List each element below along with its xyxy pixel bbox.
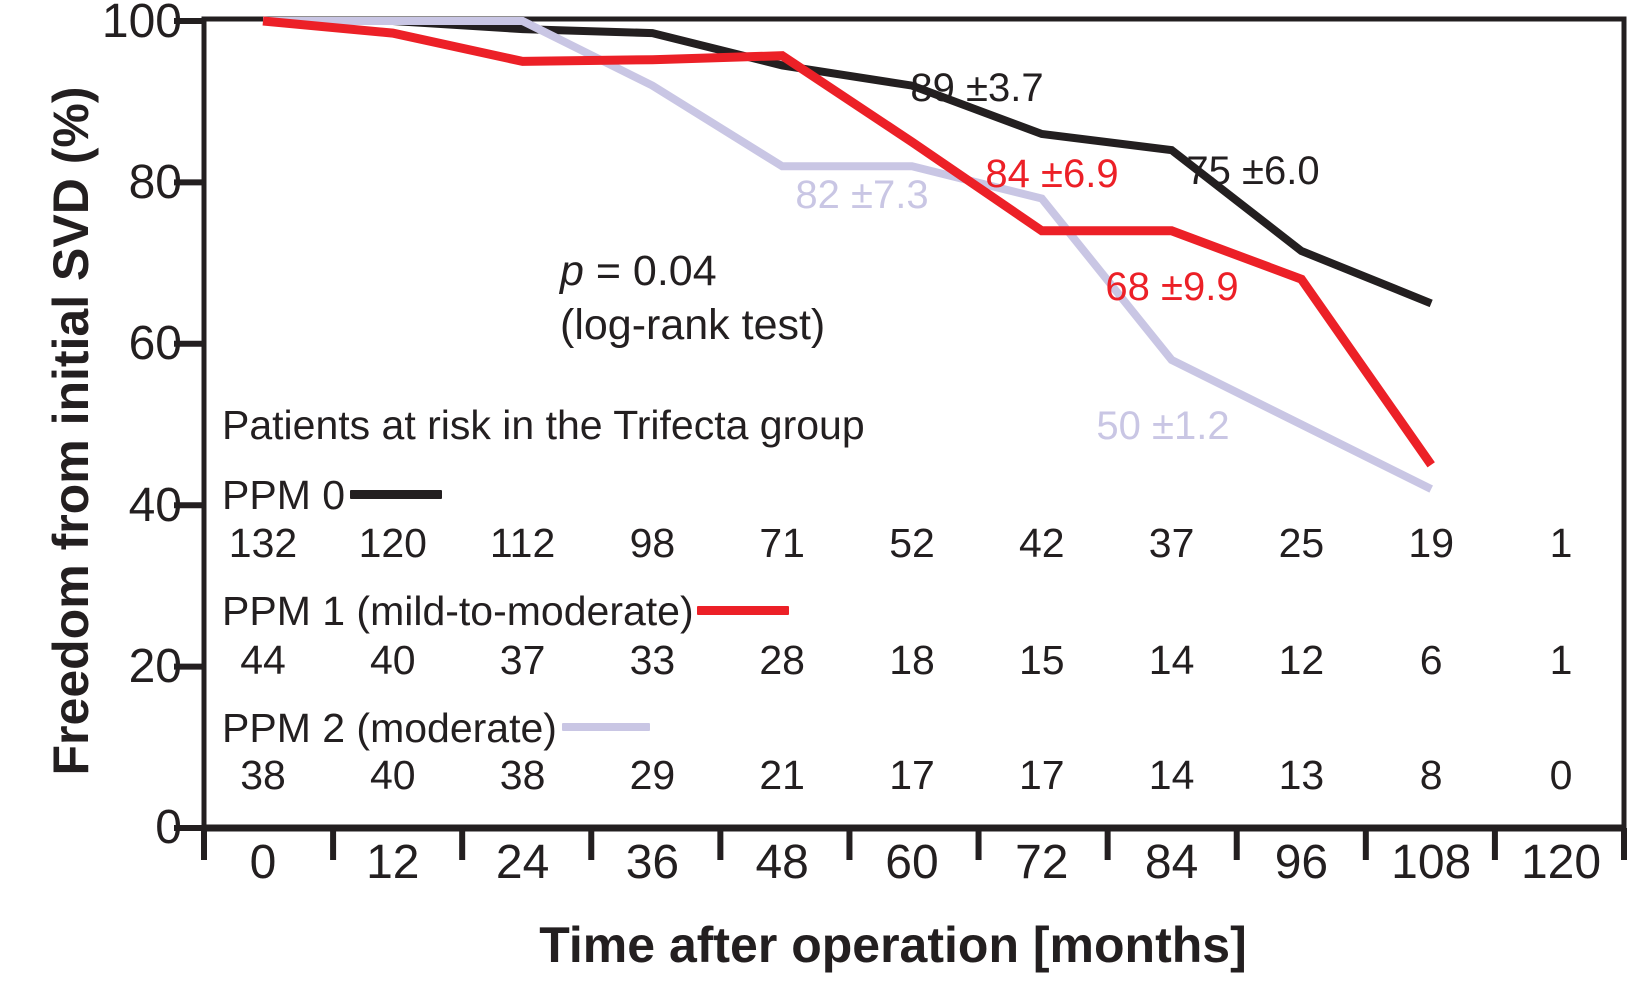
p-value-text: p = 0.04 <box>560 244 825 298</box>
x-tick-label-60: 60 <box>885 836 939 889</box>
x-tick-label-72: 72 <box>1015 836 1069 889</box>
at-risk-count: 1 <box>1549 520 1573 566</box>
at-risk-count: 1 <box>1549 637 1573 683</box>
x-tick-label-96: 96 <box>1274 836 1329 889</box>
at-risk-count: 132 <box>228 520 298 566</box>
x-tick-label-48: 48 <box>755 836 809 889</box>
series-line-ppm-1-mild-to-moderate <box>262 16 1435 468</box>
y-tick-label-20: 20 <box>128 640 182 693</box>
x-tick-label-84: 84 <box>1144 836 1199 889</box>
at-risk-count: 29 <box>629 752 676 798</box>
at-risk-title: Patients at risk in the Trifecta group <box>222 402 865 448</box>
x-tick-label-120: 120 <box>1520 836 1602 889</box>
annotation-ppm0-96mo: 75 ±6.0 <box>1186 149 1320 193</box>
at-risk-count: 37 <box>499 637 546 683</box>
at-risk-count: 38 <box>499 752 546 798</box>
y-tick-label-80: 80 <box>128 156 182 209</box>
at-risk-count: 6 <box>1419 637 1443 683</box>
at-risk-count: 21 <box>759 752 805 798</box>
test-method-text: (log-rank test) <box>560 301 826 349</box>
legend-label-ppm0: PPM 0 <box>222 472 346 518</box>
at-risk-count: 18 <box>889 637 935 683</box>
at-risk-count: 112 <box>489 520 556 566</box>
legend-line-ppm1 <box>697 606 789 615</box>
y-axis-title: Freedom from initial SVD (%) <box>43 86 99 776</box>
p-value: = 0.04 <box>595 247 717 295</box>
at-risk-count: 14 <box>1148 752 1195 798</box>
x-tick-label-36: 36 <box>625 836 680 889</box>
at-risk-count: 8 <box>1419 752 1443 798</box>
at-risk-count: 44 <box>240 637 286 683</box>
legend-label-ppm1: PPM 1 (mild-to-moderate) <box>222 588 694 634</box>
x-tick-label-0: 0 <box>249 836 277 889</box>
annotation-ppm1-96mo: 68 ±9.9 <box>1105 265 1239 309</box>
at-risk-count: 98 <box>629 520 676 566</box>
x-tick-label-12: 12 <box>366 836 420 889</box>
at-risk-count: 19 <box>1408 520 1454 566</box>
annotation-ppm2-48mo: 82 ±7.3 <box>795 173 929 217</box>
at-risk-count: 17 <box>1018 752 1065 798</box>
at-risk-count: 71 <box>759 520 805 566</box>
at-risk-count: 40 <box>369 752 416 798</box>
at-risk-count: 25 <box>1278 520 1325 566</box>
annotation-ppm0-60mo: 89 ±3.7 <box>910 66 1044 110</box>
x-tick-label-24: 24 <box>495 836 550 889</box>
y-tick-label-60: 60 <box>128 317 182 370</box>
series-line-ppm-2-moderate <box>263 17 1433 493</box>
legend-label-ppm2: PPM 2 (moderate) <box>222 705 557 751</box>
at-risk-count: 12 <box>1278 637 1325 683</box>
at-risk-count: 17 <box>889 752 935 798</box>
at-risk-count: 37 <box>1148 520 1195 566</box>
p-symbol: p <box>560 247 584 295</box>
at-risk-count: 52 <box>889 520 935 566</box>
legend-line-ppm0 <box>350 490 442 499</box>
at-risk-count: 42 <box>1018 520 1065 566</box>
series-line-ppm-0 <box>263 17 1433 308</box>
y-tick-label-0: 0 <box>155 801 182 854</box>
stat-test-block: p = 0.04 (log-rank test) <box>560 244 825 352</box>
annotation-ppm2-90mo: 50 ±1.2 <box>1096 404 1230 448</box>
at-risk-count: 28 <box>759 637 805 683</box>
y-tick-label-100: 100 <box>101 0 182 48</box>
at-risk-count: 120 <box>358 520 427 566</box>
at-risk-count: 13 <box>1278 752 1325 798</box>
at-risk-count: 33 <box>629 637 676 683</box>
x-axis-title: Time after operation [months] <box>539 917 1247 973</box>
legend-line-ppm2 <box>562 723 650 731</box>
at-risk-count: 0 <box>1549 752 1573 798</box>
at-risk-count: 15 <box>1018 637 1065 683</box>
annotation-ppm1-60mo: 84 ±6.9 <box>985 152 1119 196</box>
y-tick-label-40: 40 <box>128 479 182 532</box>
at-risk-count: 14 <box>1148 637 1195 683</box>
at-risk-count: 38 <box>240 752 286 798</box>
x-tick-label-108: 108 <box>1391 836 1472 889</box>
at-risk-count: 40 <box>369 637 416 683</box>
